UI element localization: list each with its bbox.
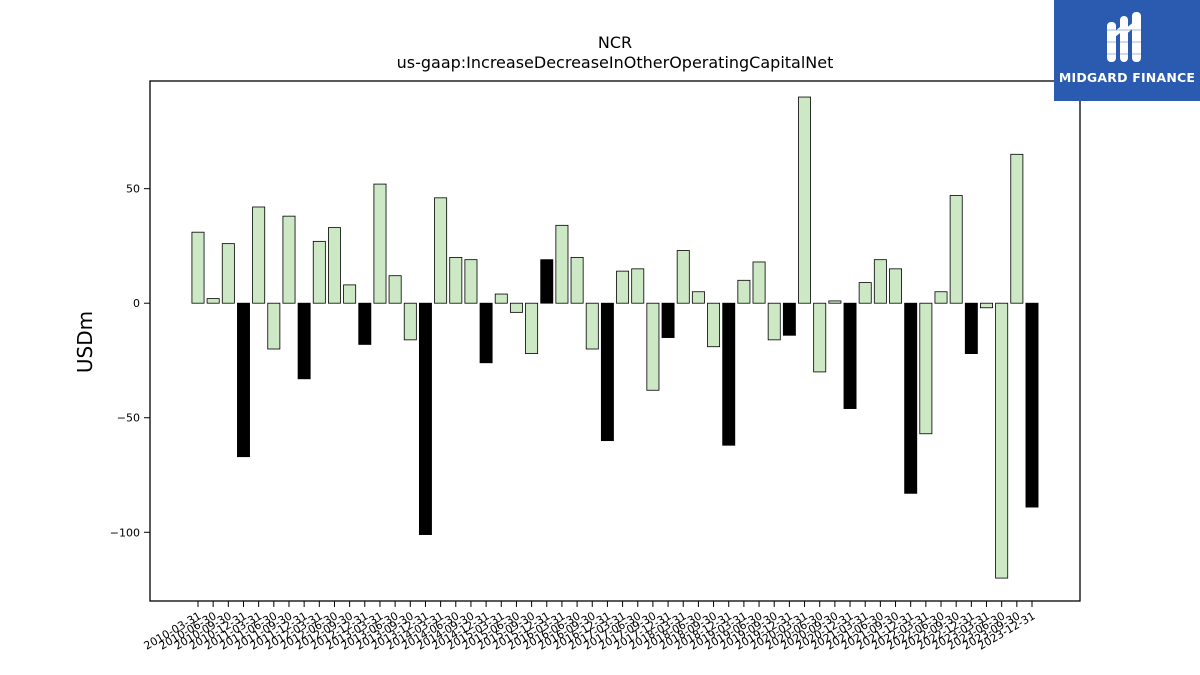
y-tick-label: −100 [110,526,140,539]
bar-2018-12-31 [722,302,736,446]
bar-2018-06-30 [691,291,705,304]
brand-name: MIDGARD FINANCE [1058,70,1196,85]
bar-2022-03-31 [919,302,933,435]
bar-2021-06-30 [873,259,887,304]
bar-2022-12-31 [964,302,978,355]
bar-2013-06-30 [388,275,402,304]
bar-2015-06-30 [509,302,523,313]
bar-2019-06-30 [752,261,766,304]
chart-title: NCR [598,33,632,52]
bar-2021-03-31 [858,282,872,304]
bar-2014-09-30 [464,259,478,304]
bar-2016-06-30 [570,256,584,304]
bar-2010-06-30 [206,298,220,304]
bar-2021-09-30 [889,268,902,304]
bar-2013-12-31 [418,302,432,535]
bar-2015-09-30 [525,302,539,355]
bar-2023-12-31 [1025,302,1039,508]
bar-2021-12-31 [904,302,918,494]
bar-2011-09-30 [282,215,296,304]
bar-2017-12-31 [661,302,675,338]
bar-2020-09-30 [828,300,842,304]
mh-monogram-icon [1104,12,1146,62]
bar-2015-03-31 [494,293,508,304]
bar-2018-09-30 [707,302,721,348]
y-tick-label: 0 [133,297,140,310]
bar-2022-09-30 [949,195,963,304]
y-axis: −100 −50 0 50 [110,183,150,539]
bar-2012-09-30 [343,284,357,304]
bar-2016-03-31 [555,224,569,304]
bar-2016-12-31 [600,302,614,442]
bar-2017-03-31 [616,270,630,304]
bar-2023-06-30 [995,302,1009,579]
bar-2020-06-30 [813,302,827,373]
y-tick-label: −50 [117,412,140,425]
bar-2012-03-31 [312,240,326,304]
bar-2020-12-31 [843,302,857,409]
chart-subtitle: us-gaap:IncreaseDecreaseInOtherOperating… [397,53,834,72]
y-axis-label: USDm [73,311,97,373]
bar-2012-12-31 [358,302,372,345]
bar-2018-03-31 [676,250,690,304]
bar-2010-12-31 [237,302,250,458]
bar-2014-03-31 [434,197,448,304]
bar-2022-06-30 [934,291,948,304]
bar-2017-06-30 [631,268,645,304]
x-axis: 2010-03-312010-06-302010-09-302010-12-31… [142,601,1038,653]
plot-frame [149,80,1081,602]
bar-2019-03-31 [737,279,751,304]
bar-2013-09-30 [403,302,417,341]
bar-2017-09-30 [646,302,660,391]
y-tick-label: 50 [126,183,140,196]
bar-2010-09-30 [221,243,235,304]
bar-2016-09-30 [585,302,599,350]
bar-2019-12-31 [782,302,796,336]
bar-2012-06-30 [328,227,341,304]
bar-2014-06-30 [449,256,463,304]
bars-group [191,96,1039,579]
bar-2010-03-31 [191,231,205,304]
bar-2011-06-30 [267,302,281,350]
bar-2011-03-31 [252,206,266,304]
bar-2013-03-31 [373,183,387,304]
bar-2014-12-31 [479,302,493,364]
bar-2011-12-31 [297,302,311,380]
bar-2023-09-30 [1010,153,1024,304]
bar-2019-09-30 [767,302,781,341]
bar-2023-03-31 [980,302,993,309]
bar-2020-03-31 [798,96,812,304]
bar-2015-12-31 [540,259,554,304]
brand-logo: MIDGARD FINANCE [1054,0,1200,101]
